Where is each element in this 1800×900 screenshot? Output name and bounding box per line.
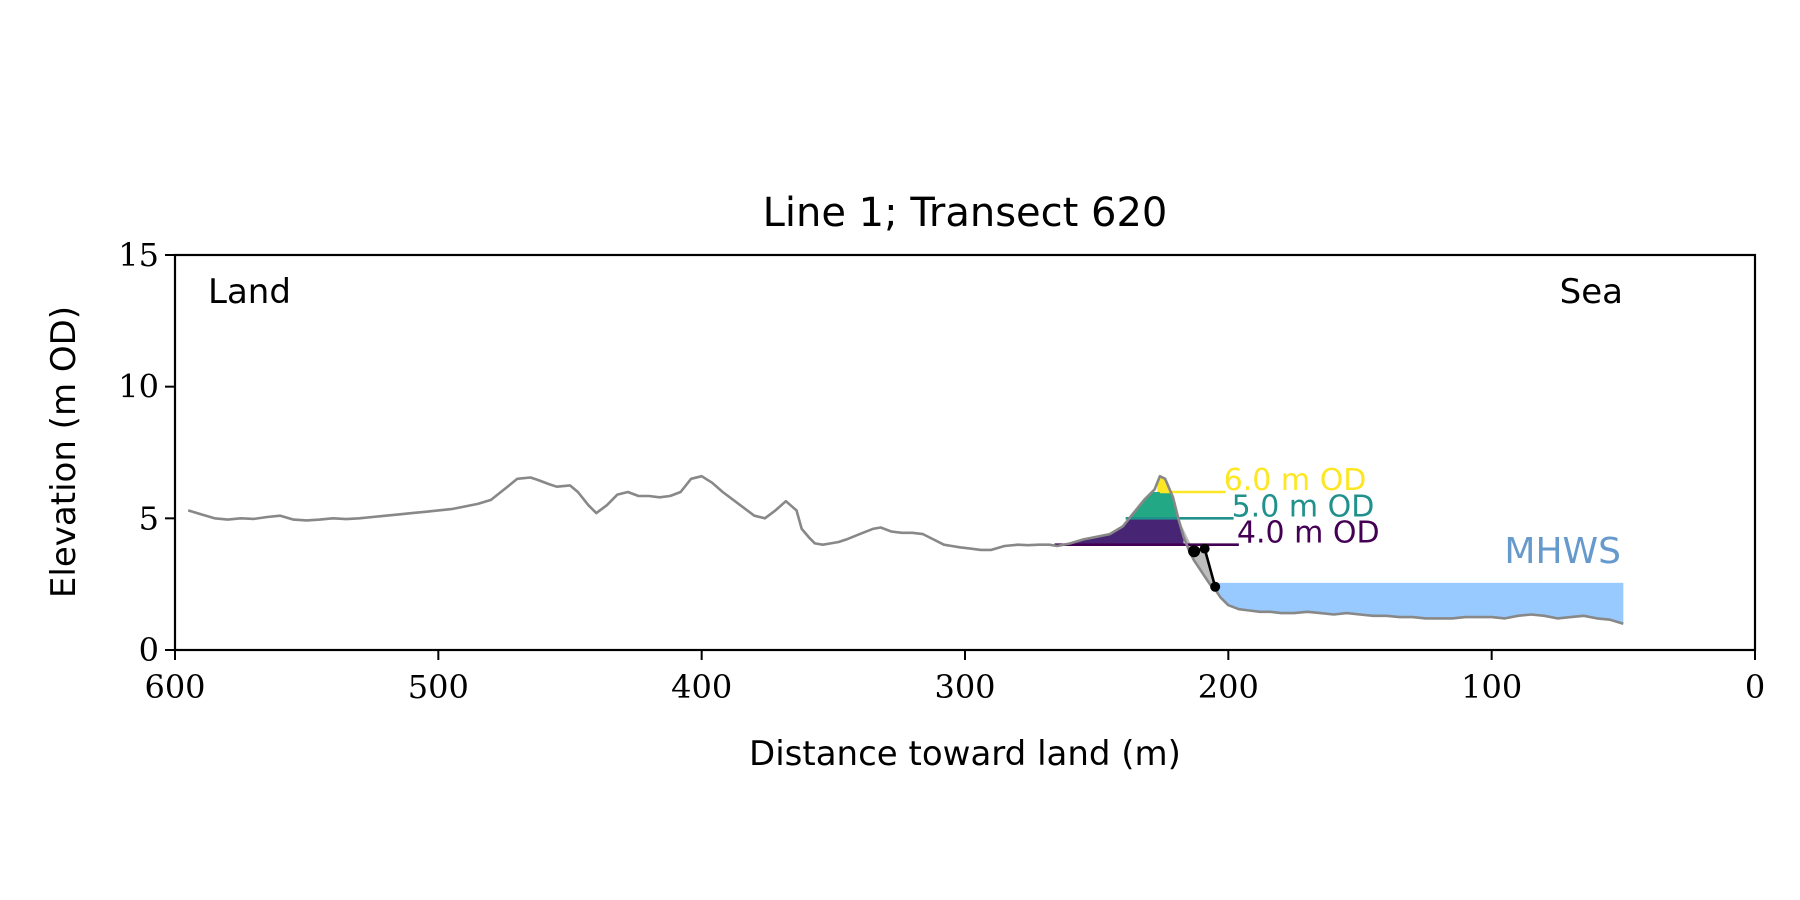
y-tick-label: 10 (118, 368, 159, 406)
contour-label-40: 4.0 m OD (1237, 516, 1380, 551)
x-tick-label: 400 (671, 668, 732, 706)
y-tick-label: 15 (118, 236, 159, 274)
x-tick-label: 100 (1461, 668, 1522, 706)
x-tick-label: 600 (144, 668, 205, 706)
y-tick-label: 0 (139, 631, 159, 669)
cliff-edge-point (1210, 581, 1221, 592)
contour-band-60 (1157, 476, 1171, 492)
x-tick-label: 0 (1745, 668, 1765, 706)
x-tick-label: 300 (934, 668, 995, 706)
y-axis-label: Elevation (m OD) (44, 306, 84, 598)
land-label: Land (208, 272, 291, 312)
contour-label-60: 6.0 m OD (1224, 463, 1367, 498)
x-axis-label: Distance toward land (m) (749, 734, 1181, 774)
mhws-label: MHWS (1504, 531, 1621, 572)
contour-band-50 (1129, 492, 1177, 519)
cliff-edge-point (1188, 545, 1201, 558)
sea-label: Sea (1560, 272, 1623, 312)
mhws-water-fill (1215, 582, 1624, 624)
x-tick-label: 500 (408, 668, 469, 706)
chart-title: Line 1; Transect 620 (763, 190, 1168, 236)
elevation-profile-line (187, 474, 1624, 625)
contour-label-50: 5.0 m OD (1232, 489, 1375, 524)
x-tick-label: 200 (1198, 668, 1259, 706)
cliff-edge-point (1199, 543, 1210, 554)
y-tick-label: 5 (139, 499, 159, 537)
